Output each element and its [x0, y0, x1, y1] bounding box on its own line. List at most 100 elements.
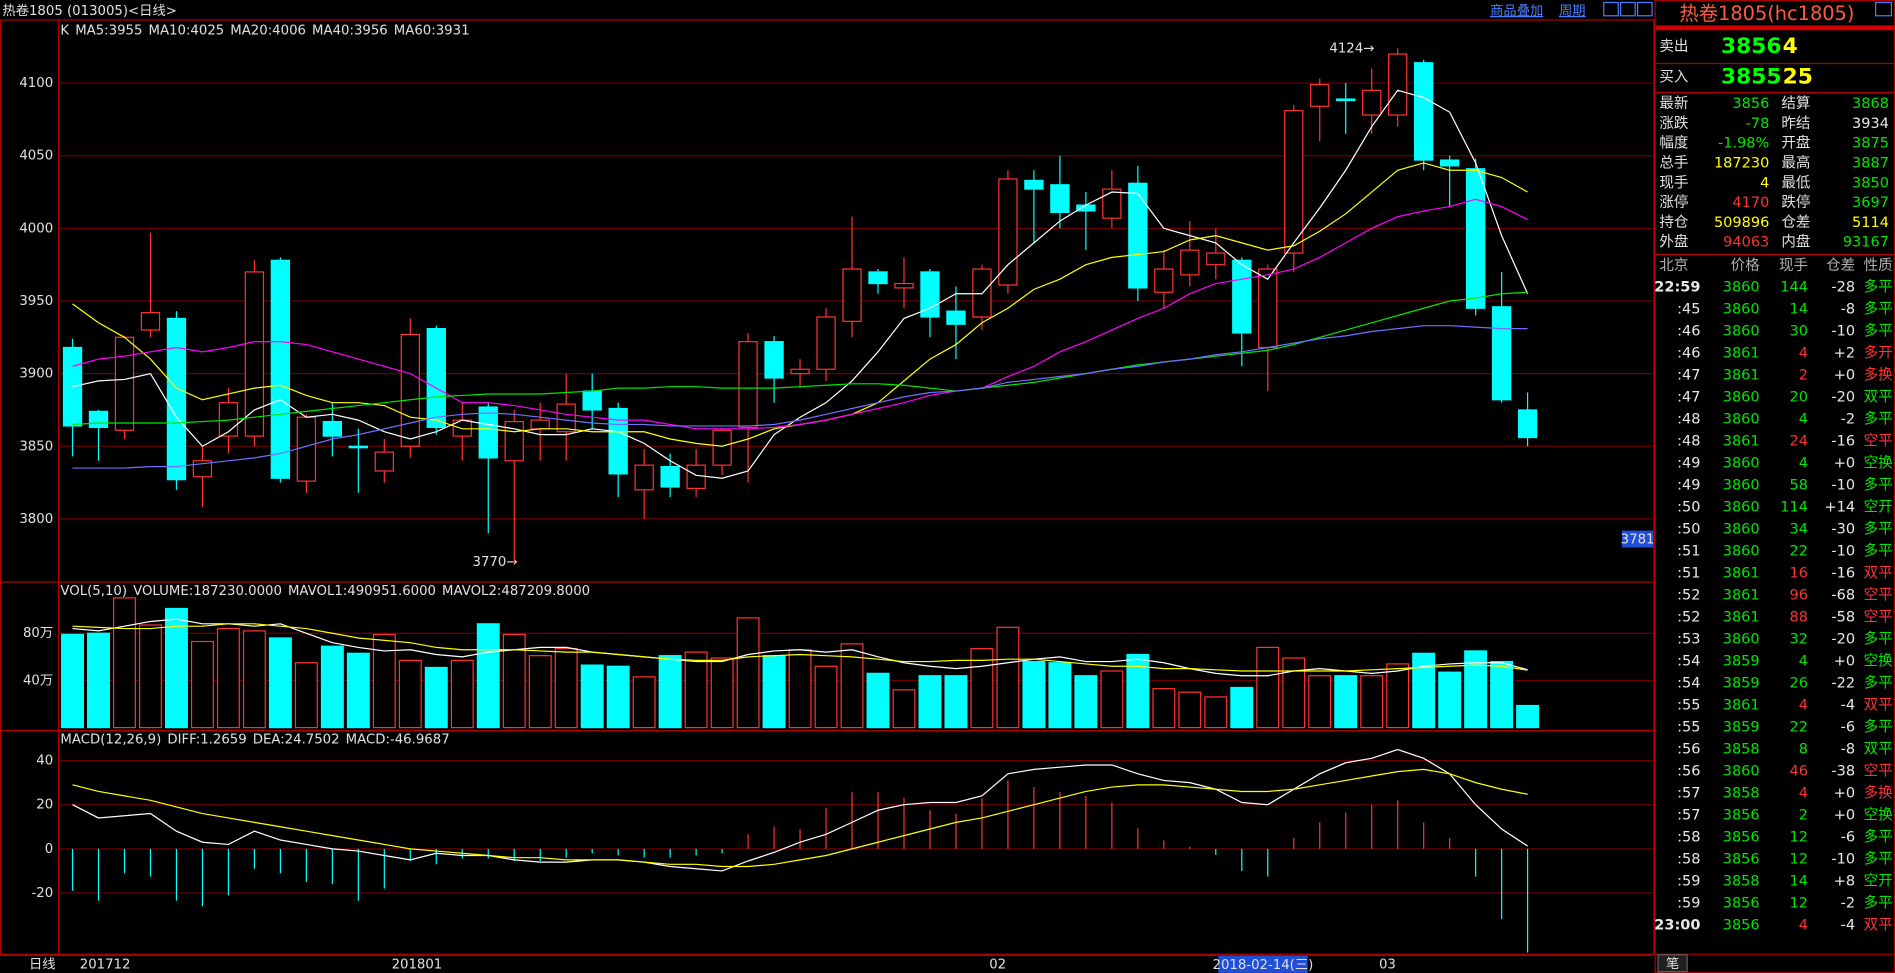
volume-bar: [866, 672, 890, 729]
volume-bar: [1100, 670, 1124, 729]
cursor-date-box: [1218, 956, 1308, 973]
tick-cell: :49: [1677, 478, 1700, 494]
volume-bar: [1334, 675, 1358, 729]
tick-cell: 20: [1790, 390, 1808, 406]
tick-cell: -38: [1831, 764, 1855, 780]
tick-cell: :59: [1677, 874, 1700, 890]
period-link[interactable]: 周期: [1559, 3, 1586, 19]
quote-frame: [1654, 0, 1895, 973]
period-label: 日线: [29, 956, 56, 972]
volume-bar: [944, 675, 968, 729]
volume-bar: [320, 645, 344, 729]
candle-body: [660, 465, 680, 488]
legend-entry: MAVOL1:490951.6000: [288, 584, 436, 599]
tick-cell: -6: [1841, 720, 1855, 736]
volume-bar: [1386, 663, 1410, 729]
title-underline: [1655, 25, 1895, 31]
volume-bar: [788, 649, 812, 729]
volume-bar: [762, 655, 786, 729]
volume-bar: [736, 617, 760, 729]
tick-cell: :58: [1677, 830, 1700, 846]
tick-cell: -20: [1831, 632, 1855, 648]
candle-body: [868, 271, 888, 285]
candle-body: [1439, 159, 1460, 167]
volume-bar: [918, 675, 942, 729]
quote-label: 结算: [1781, 95, 1810, 112]
tick-cell: 多换: [1864, 785, 1894, 802]
volume-bar: [1048, 662, 1072, 729]
candle-body: [296, 416, 317, 482]
tick-cell: 3858: [1723, 786, 1760, 802]
legend-entry: DEA:24.7502: [253, 733, 340, 748]
ask-label: 卖出: [1659, 38, 1688, 55]
tick-cell: 3861: [1723, 434, 1760, 450]
tick-cell: 3859: [1723, 654, 1760, 670]
tick-cell: :47: [1677, 368, 1700, 384]
volume-bar: [294, 662, 318, 729]
tick-cell: -10: [1831, 852, 1855, 868]
candle-body: [816, 316, 836, 370]
candle-body: [1491, 306, 1512, 401]
tick-cell: -4: [1841, 918, 1855, 934]
ask-volume: 4: [1783, 34, 1798, 59]
volume-bar: [1412, 652, 1436, 729]
tick-cell: 4: [1799, 456, 1808, 472]
footer-tab[interactable]: 笔: [1666, 956, 1679, 972]
tick-cell: 3861: [1723, 346, 1760, 362]
tick-cell: 空开: [1864, 499, 1893, 516]
tick-cell: +14: [1825, 500, 1856, 516]
volume-bar: [242, 630, 266, 729]
button[interactable]: [1636, 1, 1653, 17]
tick-cell: 144: [1780, 280, 1808, 296]
tick-cell: -20: [1831, 390, 1855, 406]
tick-cell: 2: [1799, 808, 1808, 824]
tick-cell: -16: [1831, 434, 1855, 450]
quote-value: 509896: [1714, 215, 1769, 231]
quote-label: 仓差: [1781, 214, 1810, 231]
quote-value: 3868: [1852, 96, 1889, 112]
volume-bar: [138, 624, 162, 729]
button[interactable]: [1875, 1, 1892, 17]
y-tick-label: 4100: [19, 76, 53, 91]
quote-label: 涨停: [1659, 194, 1688, 211]
volume-bar: [1204, 696, 1228, 729]
overlay-link[interactable]: 商品叠加: [1490, 3, 1543, 19]
tick-cell: 30: [1790, 324, 1808, 340]
y-tick-label: 3850: [19, 439, 53, 454]
y-tick-label: 20: [36, 798, 53, 813]
candle-body: [764, 341, 784, 379]
candle-body: [374, 451, 394, 472]
x-tick-label: 02: [989, 957, 1006, 972]
tick-cell: 3860: [1723, 522, 1760, 538]
tick-cell: 多平: [1864, 543, 1893, 560]
y-tick-label: 4000: [19, 221, 53, 236]
tick-cell: :55: [1677, 698, 1700, 714]
tick-cell: :46: [1677, 346, 1700, 362]
tick-cell: -2: [1841, 896, 1855, 912]
y-tick-label: 3800: [19, 512, 53, 527]
tick-header: 现手: [1779, 257, 1808, 274]
tick-cell: 3858: [1723, 742, 1760, 758]
candle-body: [530, 419, 550, 430]
candle-body: [1102, 188, 1122, 219]
tick-cell: 96: [1790, 588, 1808, 604]
bid-label: 买入: [1659, 68, 1688, 85]
tick-cell: 23:00: [1654, 918, 1700, 934]
button[interactable]: [1620, 1, 1636, 17]
volume-bar: [216, 627, 240, 729]
tick-cell: 多平: [1864, 719, 1893, 736]
tick-cell: :48: [1677, 434, 1700, 450]
tick-cell: 多平: [1864, 851, 1893, 868]
quote-label: 持仓: [1659, 214, 1688, 231]
y-tick-label: 40: [36, 754, 53, 769]
tick-cell: 空平: [1864, 433, 1893, 450]
tick-header: 北京: [1659, 257, 1688, 274]
y-tick-label: 3950: [19, 294, 53, 309]
legend-entry: MAVOL2:487209.8000: [442, 584, 590, 599]
tick-cell: :53: [1677, 632, 1700, 648]
tick-cell: 空换: [1864, 807, 1894, 824]
button[interactable]: [1603, 1, 1619, 17]
tab[interactable]: [1657, 954, 1688, 973]
